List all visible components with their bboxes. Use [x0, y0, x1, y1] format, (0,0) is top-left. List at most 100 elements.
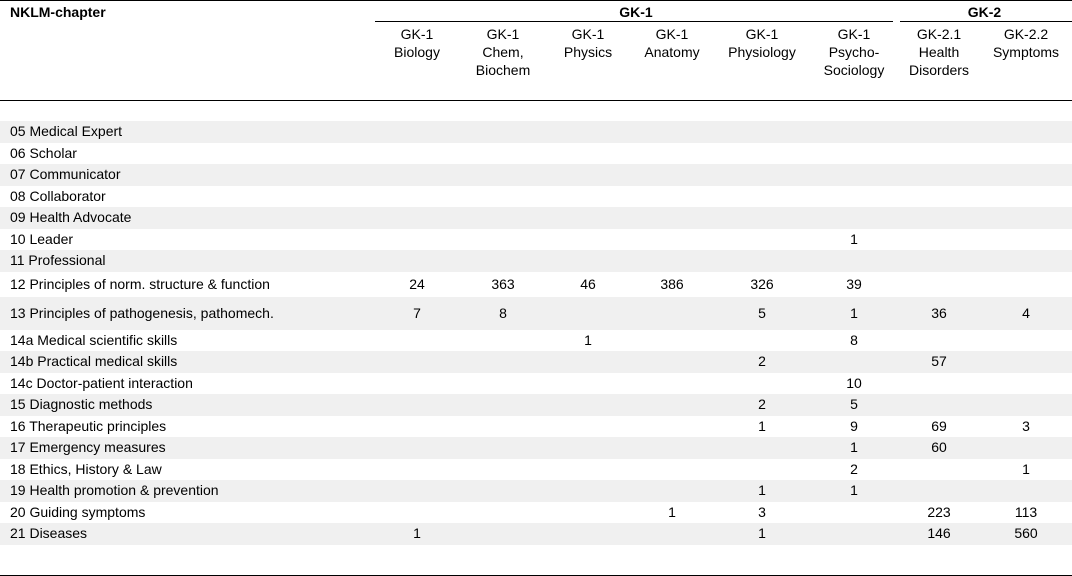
table-cell: 5 [850, 396, 858, 412]
row-label: 16 Therapeutic principles [10, 417, 167, 434]
column-header-line: Psycho- [828, 44, 880, 60]
top-rule [0, 0, 1072, 1]
table-row: 14a Medical scientific skills 1 8 [0, 330, 1072, 352]
header-rule [0, 100, 1072, 101]
table-row: 05 Medical Expert [0, 121, 1072, 143]
table-cell: 386 [660, 275, 684, 292]
table-cell: 69 [931, 417, 947, 434]
table-cell: 3 [758, 503, 766, 520]
row-label: 09 Health Advocate [10, 209, 132, 225]
table-cell: 5 [758, 304, 766, 321]
column-header-line: GK-2.2 [1003, 26, 1049, 42]
column-header: GK-1 Psycho- Sociology [812, 25, 896, 79]
row-label: 15 Diagnostic methods [10, 396, 153, 412]
table-row: 18 Ethics, History & Law 2 1 [0, 459, 1072, 481]
table-cell: 36 [931, 304, 947, 321]
row-label: 07 Communicator [10, 166, 121, 182]
table-cell: 1 [584, 331, 592, 348]
table-cell: 24 [409, 275, 425, 292]
table-cell: 46 [580, 275, 596, 292]
column-header-line: GK-1 [400, 26, 434, 42]
table-cell: 1 [758, 417, 766, 434]
table-cell: 39 [846, 275, 862, 292]
table-cell: 2 [758, 353, 766, 369]
corner-label: NKLM-chapter [10, 4, 106, 20]
group-underline-gk2 [900, 21, 1072, 22]
column-header-line: Physiology [728, 44, 796, 60]
column-header-line: GK-1 [655, 26, 689, 42]
column-header: GK-2.1 Health Disorders [897, 25, 981, 79]
table-cell: 57 [931, 353, 947, 369]
row-label: 21 Diseases [10, 525, 88, 541]
table-body: 05 Medical Expert 06 Scholar 07 Communicat… [0, 121, 1072, 545]
column-header: GK-1 Biology [375, 25, 459, 61]
column-header-line: Health [918, 44, 960, 60]
table-row: 06 Scholar [0, 143, 1072, 165]
table-row: 15 Diagnostic methods 2 5 [0, 394, 1072, 416]
column-header: GK-1 Physiology [720, 25, 804, 61]
row-label: 12 Principles of norm. structure & funct… [10, 275, 270, 292]
table-cell: 2 [850, 460, 858, 477]
table-cell: 1 [413, 525, 421, 541]
row-label: 17 Emergency measures [10, 439, 166, 455]
table-row: 10 Leader 1 [0, 229, 1072, 251]
table-cell: 560 [1014, 525, 1038, 541]
row-label: 20 Guiding symptoms [10, 503, 146, 520]
table-cell: 7 [413, 304, 421, 321]
table-cell: 1 [758, 525, 766, 541]
table-cell: 1 [668, 503, 676, 520]
table-cell: 1 [850, 304, 858, 321]
table-row: 07 Communicator [0, 164, 1072, 186]
table-cell: 8 [850, 331, 858, 348]
table-row: 11 Professional [0, 250, 1072, 272]
table-row: 13 Principles of pathogenesis, pathomech… [0, 296, 1072, 330]
column-header-line: Biology [394, 44, 440, 60]
group-header-gk2: GK-2 [967, 4, 1002, 20]
row-label: 10 Leader [10, 230, 74, 247]
table-cell: 113 [1014, 503, 1038, 520]
table-row: 16 Therapeutic principles 1 9 69 3 [0, 416, 1072, 438]
column-header-line: GK-1 [745, 26, 779, 42]
column-header-line: Sociology [823, 62, 885, 78]
table-cell: 363 [491, 275, 515, 292]
table-cell: 3 [1022, 417, 1030, 434]
group-header-gk1: GK-1 [619, 4, 653, 20]
table-row: 14c Doctor-patient interaction 10 [0, 373, 1072, 395]
table-cell: 326 [750, 275, 774, 292]
column-header-line: Disorders [909, 62, 969, 78]
table-cell: 1 [850, 482, 858, 498]
table-cell: 1 [758, 482, 766, 498]
table-row: 12 Principles of norm. structure & funct… [0, 272, 1072, 297]
table-row: 20 Guiding symptoms 1 3 223 113 [0, 502, 1072, 524]
table-cell: 4 [1022, 304, 1030, 321]
row-label: 14c Doctor-patient interaction [10, 374, 193, 391]
row-label: 08 Collaborator [10, 187, 106, 204]
column-header-line: Physics [563, 44, 613, 60]
table-row: 17 Emergency measures 1 60 [0, 437, 1072, 459]
column-header-line: Anatomy [644, 44, 700, 60]
row-label: 18 Ethics, History & Law [10, 460, 162, 477]
column-header-line: Symptoms [992, 44, 1060, 60]
table-cell: 2 [758, 396, 766, 412]
column-header-line: GK-1 [486, 26, 520, 42]
column-header: GK-1 Anatomy [630, 25, 714, 61]
row-label: 19 Health promotion & prevention [10, 482, 219, 498]
table-cell: 1 [850, 230, 858, 247]
column-header-line: Biochem [475, 62, 531, 78]
row-label: 13 Principles of pathogenesis, pathomech… [10, 304, 274, 321]
table-cell: 146 [927, 525, 951, 541]
table-cell: 223 [927, 503, 951, 520]
row-label: 14b Practical medical skills [10, 353, 178, 369]
table-row: 14b Practical medical skills 2 57 [0, 351, 1072, 373]
table-row: 19 Health promotion & prevention 1 1 [0, 480, 1072, 502]
table-cell: 9 [850, 417, 858, 434]
row-label: 05 Medical Expert [10, 123, 123, 139]
table-cell: 60 [931, 439, 947, 455]
row-label: 11 Professional [10, 252, 106, 268]
column-header-line: GK-2.1 [916, 26, 962, 42]
column-header: GK-1 Chem, Biochem [461, 25, 545, 79]
table-cell: 10 [846, 374, 862, 391]
column-header-line: GK-1 [571, 26, 605, 42]
row-label: 14a Medical scientific skills [10, 331, 178, 348]
table-cell: 1 [1022, 460, 1030, 477]
